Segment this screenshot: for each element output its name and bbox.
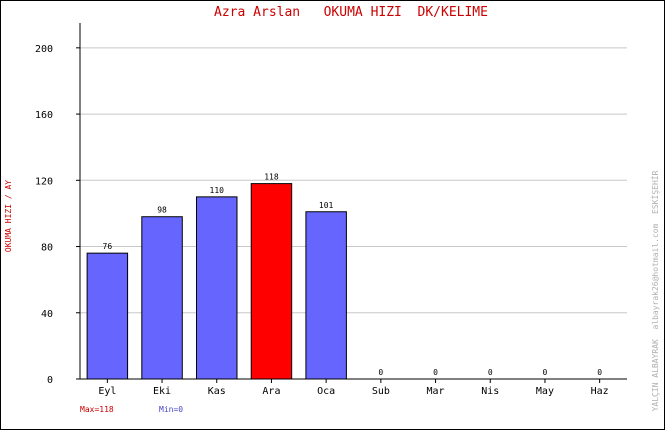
x-tick-label-oca: Oca [317, 386, 335, 397]
x-tick-label-haz: Haz [591, 386, 609, 397]
data-label-nis: 0 [488, 368, 493, 377]
max-label: Max=118 [80, 405, 114, 414]
x-tick-label-nis: Nis [481, 386, 499, 397]
x-tick-label-may: May [536, 386, 554, 397]
data-label-eyl: 76 [103, 242, 113, 251]
chart-title: Azra Arslan OKUMA HIZI DK/KELIME [214, 5, 488, 20]
y-tick-label: 40 [41, 309, 53, 320]
data-labels: 76 98 110 118 101 0 0 0 0 0 [103, 173, 603, 377]
x-tick-label-mar: Mar [427, 386, 445, 397]
data-label-kas: 110 [210, 186, 225, 195]
data-label-haz: 0 [597, 368, 602, 377]
bars [86, 183, 347, 380]
y-tick-label: 120 [35, 176, 53, 187]
x-tick-label-kas: Kas [208, 386, 226, 397]
data-label-sub: 0 [378, 368, 383, 377]
x-tick-label-sub: Sub [372, 386, 390, 397]
data-label-may: 0 [543, 368, 548, 377]
bar-oca [305, 211, 347, 380]
bar-eyl [86, 252, 129, 380]
y-tick-label: 0 [47, 375, 53, 386]
y-tick-label: 160 [35, 110, 53, 121]
y-tick-label: 200 [35, 44, 53, 55]
y-ticks: 0 40 80 120 160 200 [35, 44, 80, 386]
x-tick-label-eyl: Eyl [98, 386, 116, 397]
bar-eki [141, 216, 183, 380]
bar-ara [250, 183, 293, 380]
bar-kas [196, 196, 238, 380]
x-tick-label-ara: Ara [262, 386, 280, 397]
y-tick-label: 80 [41, 243, 53, 254]
y-axis-label: OKUMA HIZI / AY [4, 180, 13, 252]
min-label: Min=0 [159, 405, 183, 414]
data-label-oca: 101 [319, 201, 334, 210]
x-tick-labels: Eyl Eki Kas Ara Oca Sub Mar Nis May Haz [98, 379, 609, 397]
data-label-ara: 118 [264, 173, 279, 182]
data-label-eki: 98 [157, 206, 167, 215]
watermark: YALÇIN ALBAYRAK albayrak26@hotmail.com E… [650, 170, 660, 411]
data-label-mar: 0 [433, 368, 438, 377]
x-tick-label-eki: Eki [153, 386, 171, 397]
